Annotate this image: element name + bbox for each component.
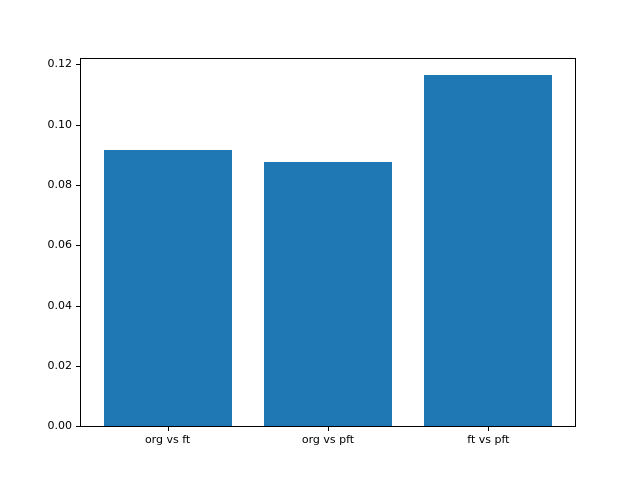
bar-org-vs-pft (263, 162, 393, 426)
y-tick-mark (76, 426, 80, 427)
y-tick-label: 0.12 (47, 57, 73, 71)
x-tick-mark (167, 427, 169, 431)
y-tick-mark (76, 365, 80, 367)
y-tick-mark (76, 245, 80, 247)
y-tick-mark (76, 305, 80, 307)
y-tick-label: 0.08 (47, 177, 73, 191)
y-tick-mark (76, 64, 80, 66)
x-tick-mark (328, 427, 329, 431)
y-tick-mark (76, 124, 80, 126)
x-tick-mark (488, 427, 490, 431)
bar-ft-vs-pft (424, 75, 553, 426)
x-tick-label: ft vs pft (467, 433, 510, 446)
y-tick-label: 0.00 (47, 419, 73, 432)
y-tick-mark (76, 184, 80, 186)
y-tick-label: 0.02 (47, 358, 73, 372)
y-tick-label: 0.06 (47, 238, 73, 252)
bar-org-vs-ft (103, 149, 232, 426)
x-tick-label: org vs pft (301, 433, 355, 446)
x-tick-label: org vs ft (144, 433, 191, 446)
plot-area (80, 58, 576, 427)
y-tick-label: 0.04 (47, 298, 73, 312)
y-tick-label: 0.10 (47, 117, 73, 131)
